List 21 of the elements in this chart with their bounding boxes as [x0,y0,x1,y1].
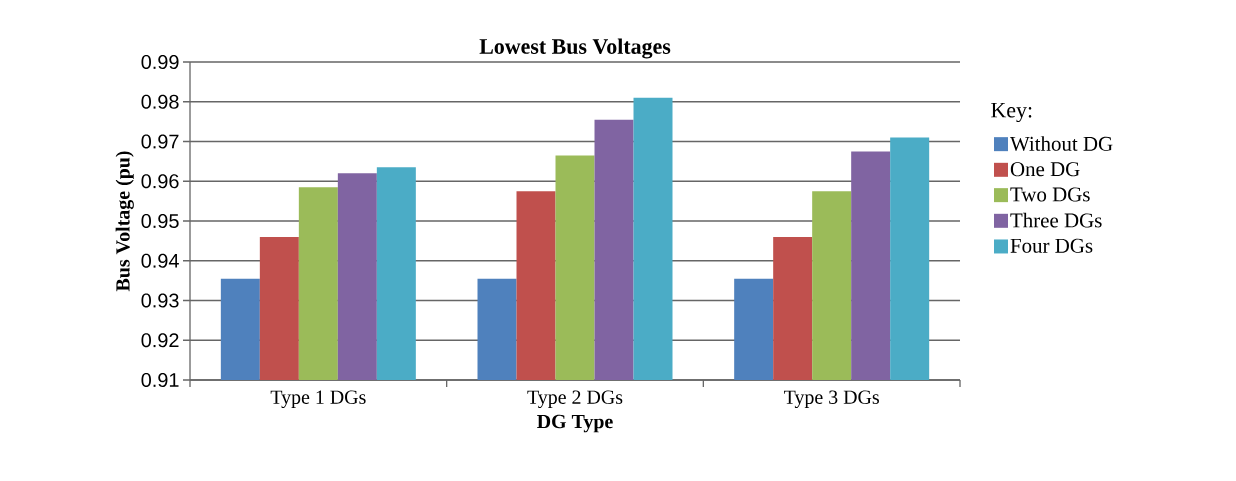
y-tick-label: 0.99 [141,54,179,70]
legend-label: Four DGs [1010,238,1093,253]
x-tick-label: Type 3 DGs [784,390,879,409]
legend-label: Without DG [1010,136,1113,151]
y-tick-label: 0.98 [141,94,179,109]
y-tick-label: 0.97 [141,134,179,149]
y-axis-title: Bus Voltage (pu) [115,151,134,292]
x-axis-title: DG Type [537,414,613,433]
y-tick-label: 0.91 [141,372,179,388]
x-tick-label: Type 1 DGs [270,390,366,409]
y-tick-label: 0.93 [141,293,179,308]
legend-label: One DG [1010,162,1080,177]
y-tick-label: 0.95 [141,213,179,229]
y-tick-label: 0.94 [141,253,179,268]
y-tick-label: 0.96 [141,174,179,189]
legend-label: Three DGs [1010,212,1102,228]
chart-title: Lowest Bus Voltages [479,38,671,59]
y-tick-label: 0.92 [141,333,179,348]
legend-title: Key: [991,102,1032,123]
legend-label: Two DGs [1010,187,1090,202]
x-tick-label: Type 2 DGs [527,390,623,409]
